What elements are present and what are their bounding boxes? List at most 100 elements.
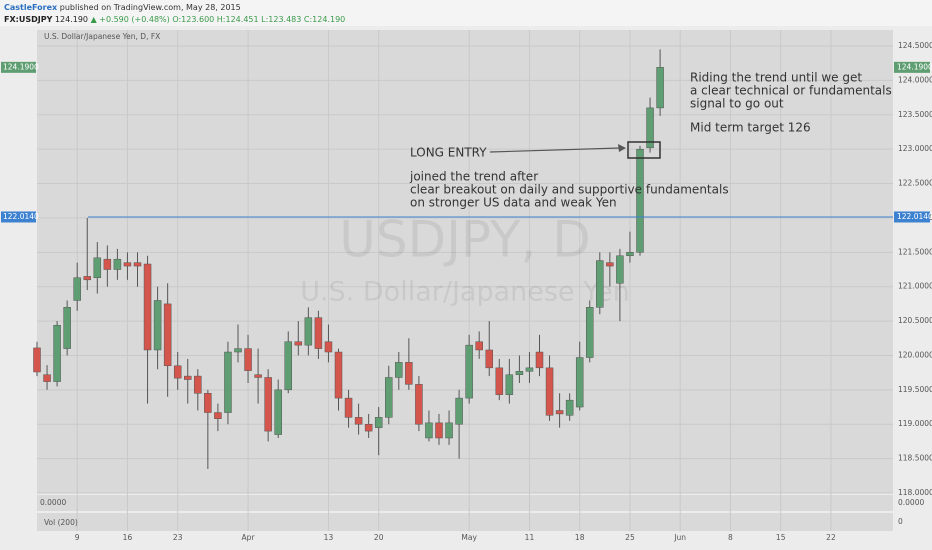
candle-body [324, 341, 333, 353]
candle-body [304, 317, 313, 346]
annotation: Mid term target 126 [690, 121, 811, 135]
arrow-head [618, 144, 626, 152]
watermark: USDJPY, D [339, 211, 590, 269]
x-tick-label: 22 [826, 533, 836, 542]
y-tick-label: 124.0000 [898, 75, 932, 84]
annotation: signal to go out [690, 97, 784, 111]
y-tick-label: 122.5000 [898, 179, 932, 188]
header-bg [0, 0, 932, 26]
price-label: 122.0140 [3, 212, 39, 221]
candle-body [616, 255, 624, 284]
entry-box [627, 141, 661, 159]
chart-title: U.S. Dollar/Japanese Yen, D, FX [44, 32, 160, 41]
candle-body [425, 422, 433, 439]
candle-body [465, 344, 473, 399]
price-label: 124.1900 [897, 62, 932, 71]
candle-body [294, 341, 303, 346]
candle-body [415, 384, 423, 425]
x-tick-label: 13 [324, 533, 334, 542]
x-tick-label: May [461, 533, 477, 542]
candle-body [586, 307, 594, 358]
candle-body [254, 374, 262, 378]
price-label-bg [1, 211, 36, 223]
pane-value: 0.0000 [40, 498, 66, 507]
y-tick-label: 120.5000 [898, 316, 932, 325]
y-tick-label: 121.0000 [898, 282, 932, 291]
symbol-line: FX:USDJPY 124.190 ▲ +0.590 (+0.48%) O:12… [4, 15, 345, 24]
y-tick-label: 124.5000 [898, 41, 932, 50]
price: 124.190 [55, 15, 88, 24]
candle-body [173, 365, 182, 379]
price-label: 124.1900 [3, 62, 39, 71]
candle-body [525, 367, 534, 372]
candle-body [204, 393, 212, 413]
volume-label: Vol (200) [44, 518, 78, 527]
candle-body [445, 422, 453, 439]
annotation: joined the trend after [409, 170, 538, 184]
candle-body [63, 307, 71, 349]
x-tick-label: 20 [374, 533, 384, 542]
annotation: on stronger US data and weak Yen [410, 196, 617, 210]
y-tick-label: 123.0000 [898, 144, 932, 153]
volume-tick-label: 0 [898, 517, 903, 526]
candle-body [435, 422, 443, 439]
candle-body [194, 375, 202, 394]
candle-body [656, 67, 664, 109]
candle-body [234, 348, 242, 353]
change: ▲ +0.590 (+0.48%) [91, 15, 170, 24]
price-label-bg [894, 211, 930, 223]
candle-body [636, 148, 644, 253]
pane-bg [37, 495, 893, 511]
grid [37, 30, 893, 531]
x-tick-label: Apr [242, 533, 256, 542]
candles [33, 49, 664, 469]
candle-body [334, 351, 343, 399]
candle-body [374, 417, 383, 428]
published: published on TradingView.com, May 28, 20… [60, 3, 241, 12]
pane-tick-label: 0.0000 [898, 498, 924, 507]
candle-body [405, 362, 413, 385]
candle-body [43, 374, 51, 382]
candle-body [143, 263, 152, 351]
candle-body [163, 303, 172, 367]
candle-body [93, 257, 102, 279]
y-tick-label: 118.0000 [898, 488, 932, 497]
candle-body [606, 262, 614, 267]
candle-body [545, 367, 554, 416]
x-tick-label: 23 [173, 533, 183, 542]
ohlc: O:123.600 H:124.451 L:123.483 C:124.190 [172, 15, 345, 24]
candle-body [224, 351, 232, 413]
y-tick-label: 119.0000 [898, 419, 932, 428]
candle-body [133, 262, 142, 267]
annotation: Riding the trend until we get [690, 71, 862, 85]
annotation: a clear technical or fundamentals [690, 84, 892, 98]
x-tick-label: 25 [625, 533, 635, 542]
candle-body [385, 377, 393, 418]
candle-body [264, 377, 272, 432]
x-tick-label: Jun [673, 533, 686, 542]
candle-body [153, 300, 162, 351]
x-tick-label: 11 [525, 533, 535, 542]
x-tick-label: 18 [575, 533, 585, 542]
price-label: 122.0140 [897, 212, 932, 221]
candle-body [314, 317, 323, 349]
y-tick-label: 121.5000 [898, 247, 932, 256]
candle-body [73, 277, 81, 301]
candle-body [83, 276, 91, 281]
candle-body [53, 324, 61, 382]
candle-body [364, 423, 373, 432]
annotation: LONG ENTRY [410, 146, 487, 160]
price-label-bg [894, 61, 930, 73]
y-tick-label: 118.5000 [898, 454, 932, 463]
candle-body [555, 410, 564, 415]
candle-body [505, 374, 514, 395]
y-tick-label: 120.0000 [898, 350, 932, 359]
candle-body [214, 412, 222, 419]
candle-body [535, 351, 544, 369]
candle-body [485, 349, 493, 369]
watermark: U.S. Dollar/Japanese Yen [300, 277, 630, 308]
candle-body [103, 258, 112, 270]
candle-body [596, 260, 604, 308]
